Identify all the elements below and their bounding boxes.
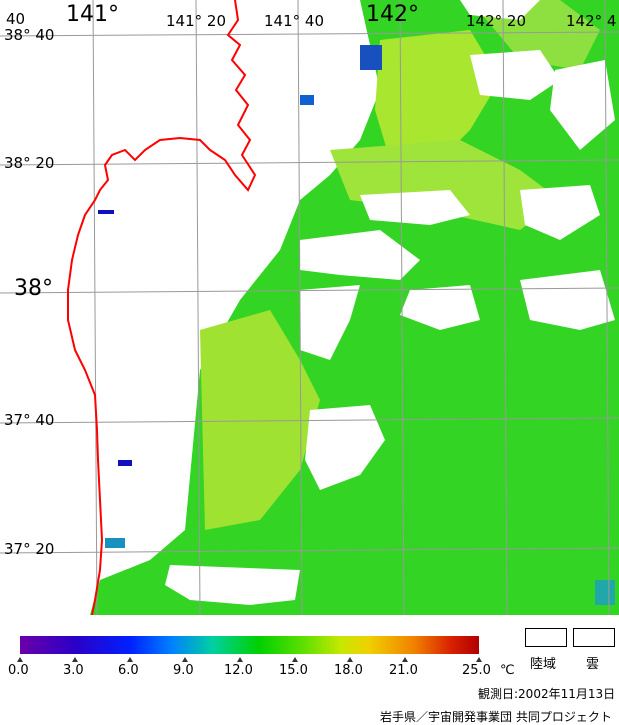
grid (0, 0, 619, 615)
warm-patch (330, 140, 560, 230)
cold-spot (360, 45, 382, 70)
scale-tick-label: 18.0 (334, 663, 363, 678)
cloud (460, 0, 540, 20)
cold-spot (595, 580, 615, 605)
lon-label-141: 141° (66, 2, 119, 27)
cloud (550, 60, 615, 150)
coastline (67, 0, 257, 615)
cloud (360, 190, 470, 225)
cloud (400, 285, 480, 330)
scale-tick-label: 12.0 (224, 663, 253, 678)
cloud (300, 285, 360, 360)
cloud (470, 50, 560, 100)
land-legend-swatch (525, 628, 567, 647)
scale-tick-mark (237, 657, 243, 662)
scale-tick-label: 9.0 (173, 663, 194, 678)
cloud (520, 270, 615, 330)
scale-tick-mark (127, 657, 133, 662)
scale-tick-label: 25.0 (462, 663, 491, 678)
temperature-color-scale (20, 636, 479, 654)
lon-label-141-20: 141° 20 (166, 12, 226, 30)
scale-tick-mark (476, 657, 482, 662)
cloud (520, 185, 600, 240)
cold-spot (300, 95, 314, 105)
lat-label-38-20: 38° 20 (4, 154, 55, 172)
cloud-legend-swatch (573, 628, 615, 647)
lat-label-38: 38° (14, 276, 53, 301)
lon-label-142: 142° (366, 2, 419, 27)
cold-spot (98, 210, 114, 214)
scale-tick-mark (72, 657, 78, 662)
lat-label-37-20: 37° 20 (4, 540, 55, 558)
scale-tick-label: 21.0 (389, 663, 418, 678)
scale-tick-mark (347, 657, 353, 662)
lat-label-37-40: 37° 40 (4, 411, 55, 429)
lat-label-38-40: 38° 40 (4, 26, 55, 44)
lon-label-142-40: 142° 4 (566, 12, 617, 30)
observation-date: 観測日:2002年11月13日 (478, 687, 616, 701)
scale-tick-label: 6.0 (118, 663, 139, 678)
cloud (165, 565, 300, 605)
warm-patch (200, 310, 320, 530)
scale-tick-mark (402, 657, 408, 662)
cloud (295, 115, 330, 145)
credit-line: 岩手県／宇宙開発事業団 共同プロジェクト (380, 710, 612, 724)
cold-spot (105, 538, 125, 548)
scale-tick-label: 3.0 (63, 663, 84, 678)
scale-tick-mark (17, 657, 23, 662)
lon-label-142-20: 142° 20 (466, 12, 526, 30)
scale-tick-mark (292, 657, 298, 662)
cloud (305, 405, 385, 490)
cold-spot (118, 460, 132, 466)
land-legend-label: 陸域 (530, 657, 557, 672)
lon-label-141-40: 141° 40 (264, 12, 324, 30)
scale-tick-mark (182, 657, 188, 662)
cloud (300, 230, 420, 280)
warm-patch (375, 30, 500, 170)
scale-tick-label: 15.0 (279, 663, 308, 678)
sea-temperature-map (0, 0, 619, 615)
cloud-legend-label: 雲 (586, 657, 600, 672)
scale-tick-label: 0.0 (8, 663, 29, 678)
corner-label: 40 (6, 10, 26, 28)
unit-label: ℃ (500, 663, 515, 678)
